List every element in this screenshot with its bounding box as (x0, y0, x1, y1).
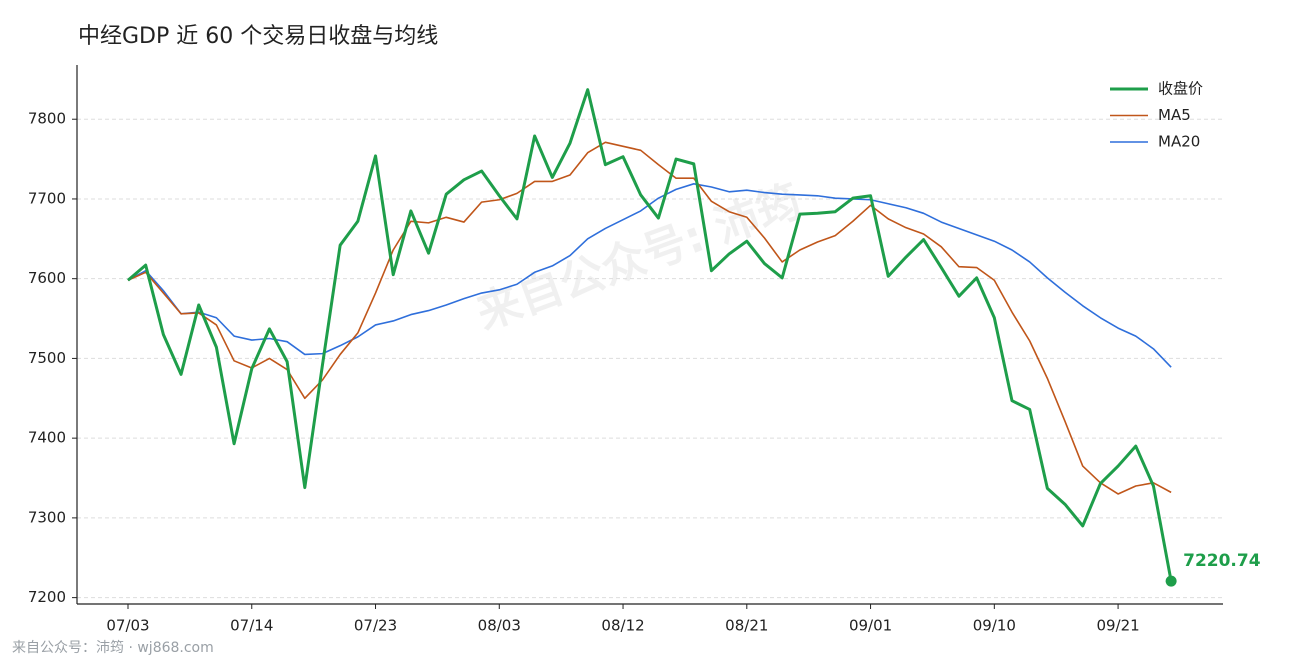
chart-title: 中经GDP 近 60 个交易日收盘与均线 (78, 24, 438, 49)
x-tick-label: 09/10 (973, 617, 1016, 635)
x-tick-label: 09/21 (1096, 617, 1139, 635)
y-tick-label: 7700 (28, 189, 66, 207)
y-tick-label: 7400 (28, 429, 66, 447)
x-tick-label: 09/01 (849, 617, 892, 635)
series-line (127, 88, 1173, 582)
x-tick-label: 08/21 (725, 617, 768, 635)
y-tick-label: 7500 (28, 349, 66, 367)
footer: 来自公众号：沛筠 · wj868.com (12, 639, 214, 656)
x-tick-label: 07/23 (354, 617, 397, 635)
legend-label: MA5 (1158, 106, 1191, 124)
y-tick-label: 7300 (28, 508, 66, 526)
series-line (127, 141, 1172, 495)
x-tick-label: 07/03 (106, 617, 149, 635)
end-label: 7220.74 (1183, 551, 1261, 571)
x-tick-label: 07/14 (230, 617, 273, 635)
legend-label: 收盘价 (1158, 80, 1203, 98)
legend-label: MA20 (1158, 133, 1200, 151)
x-tick-label: 08/03 (478, 617, 521, 635)
x-tick-label: 08/12 (601, 617, 644, 635)
y-tick-label: 7800 (28, 110, 66, 128)
end-point (1165, 575, 1177, 587)
y-tick-label: 7200 (28, 588, 66, 606)
y-tick-label: 7600 (28, 269, 66, 287)
